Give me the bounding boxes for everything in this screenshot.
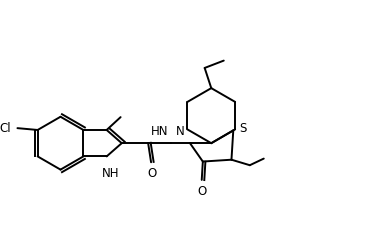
Text: HN: HN [151,125,168,138]
Text: Cl: Cl [0,122,11,135]
Text: NH: NH [102,167,120,180]
Text: O: O [197,185,206,198]
Text: S: S [240,122,247,135]
Text: O: O [147,167,156,180]
Text: N: N [176,125,185,138]
